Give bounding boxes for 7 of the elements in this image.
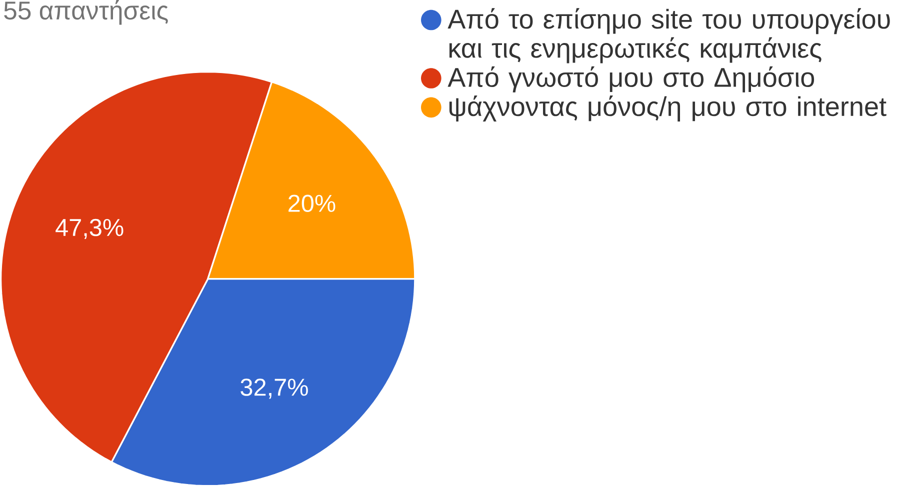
data-label: 20%	[288, 194, 336, 212]
legend-label: Από γνωστό μου στο Δημόσιο	[448, 66, 814, 93]
data-label: 32,7%	[240, 378, 308, 399]
legend-label: Από το επίσημο site του υπουργείου και τις ενημερωτικές καμπάνιες	[448, 8, 890, 64]
data-label: 47,3%	[56, 219, 124, 240]
chart-title: 55 απαντήσεις	[4, 0, 168, 25]
legend-label: ψάχνοντας μόνος/η μου στο internet	[449, 96, 886, 122]
